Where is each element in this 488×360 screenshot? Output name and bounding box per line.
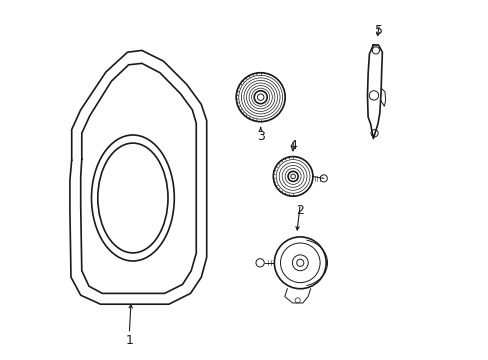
- Text: 2: 2: [296, 204, 304, 217]
- Text: 4: 4: [288, 139, 296, 152]
- Text: 3: 3: [256, 130, 264, 143]
- Text: 1: 1: [125, 334, 133, 347]
- Text: 5: 5: [375, 24, 383, 37]
